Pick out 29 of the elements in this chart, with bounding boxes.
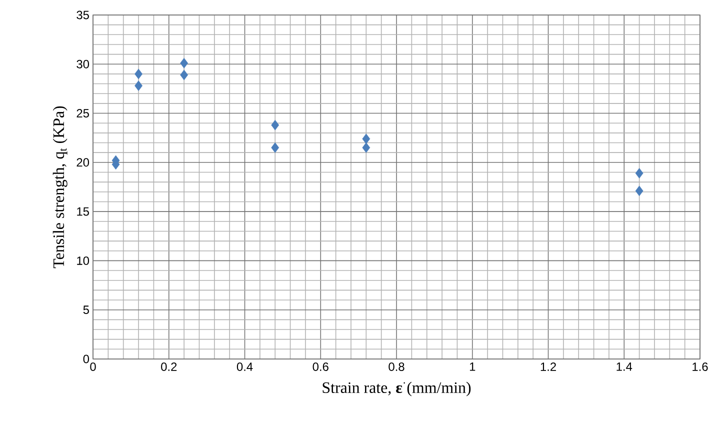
x-tick-label: 1.4 xyxy=(616,362,632,371)
x-tick-label: 0 xyxy=(90,362,96,371)
point xyxy=(362,134,370,144)
x-tick-label: 0.4 xyxy=(236,362,253,371)
y-tick-label: 10 xyxy=(77,256,90,265)
point xyxy=(134,80,142,91)
x-tick-label: 0.8 xyxy=(388,362,404,371)
point xyxy=(635,168,644,178)
y-tick-label: 5 xyxy=(83,306,89,314)
point xyxy=(362,142,370,153)
y-tick-label: 0 xyxy=(83,354,90,364)
x-tick-label: 1.6 xyxy=(692,362,708,371)
y-tick-label: 20 xyxy=(76,158,90,167)
y-axis-title: Tensile strength, q$_{t}$ (KPa) xyxy=(52,106,68,268)
point xyxy=(180,58,188,68)
y-tick-label: 25 xyxy=(76,109,89,118)
point xyxy=(271,120,280,130)
y-tick-label: 35 xyxy=(76,10,89,20)
x-tick-label: 1 xyxy=(470,362,476,371)
point xyxy=(180,70,188,80)
y-tick-label: 15 xyxy=(77,207,89,216)
point xyxy=(635,186,644,196)
x-tick-label: 0.2 xyxy=(161,362,177,371)
y-tick-label: 30 xyxy=(76,60,90,68)
x-axis-title: Strain rate, ε$^{·}$(mm/min) xyxy=(322,382,471,396)
point xyxy=(134,68,142,80)
x-tick-label: 1.2 xyxy=(540,362,556,371)
point xyxy=(271,142,280,153)
x-tick-label: 0.6 xyxy=(312,362,328,371)
